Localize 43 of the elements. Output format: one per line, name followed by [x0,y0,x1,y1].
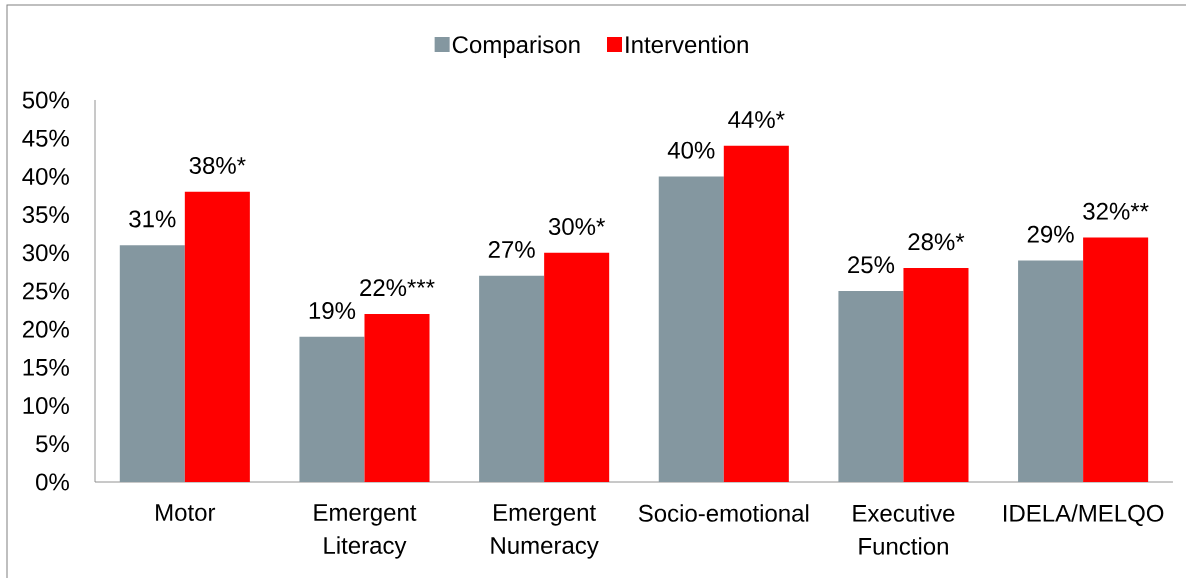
legend-label: Intervention [626,35,748,54]
y-tick-label: 5% [36,435,69,453]
data-label: 22%*** [360,279,435,297]
bar [119,245,185,482]
bar [479,275,545,482]
x-tick-label: Motor [156,504,216,521]
x-tick-label: Emergent Literacy [314,504,417,559]
y-tick-label: 0% [36,473,69,491]
data-label: 38%* [189,156,246,174]
x-tick-label: Socio-emotional [638,504,809,522]
x-tick-label: Emergent Numeracy [491,504,599,559]
y-tick-label: 40% [22,167,69,185]
y-tick-label: 10% [23,397,69,415]
y-tick-label: 50% [22,91,69,109]
data-label: 19% [309,302,356,320]
bar [364,313,430,482]
data-label: 40% [667,141,715,159]
data-label: 31% [129,210,176,228]
bar [903,268,969,482]
bar [184,191,250,482]
legend-label: Comparison [452,35,580,58]
x-tick-label: Executive Function [853,504,955,555]
data-label: 25% [848,256,895,274]
y-tick-label: 35% [22,206,69,224]
data-label: 32%** [1083,202,1149,220]
bar [838,291,904,482]
y-tick-label: 45% [22,129,69,147]
y-tick-label: 20% [22,320,69,338]
data-label: 27% [488,240,535,258]
y-tick-label: 30% [22,244,69,262]
bar [1018,260,1084,482]
data-label: 30%* [548,218,605,236]
bar [299,336,365,482]
y-tick-label: 15% [23,358,69,376]
bar [544,252,610,482]
bar [723,145,789,482]
data-label: 44%* [728,111,785,128]
bar [658,176,724,482]
bar [1083,237,1149,482]
x-tick-label: IDELA/MELQO [1003,504,1164,527]
y-tick-label: 25% [22,282,69,300]
data-label: 29% [1027,225,1074,243]
data-label: 28%* [908,233,965,251]
